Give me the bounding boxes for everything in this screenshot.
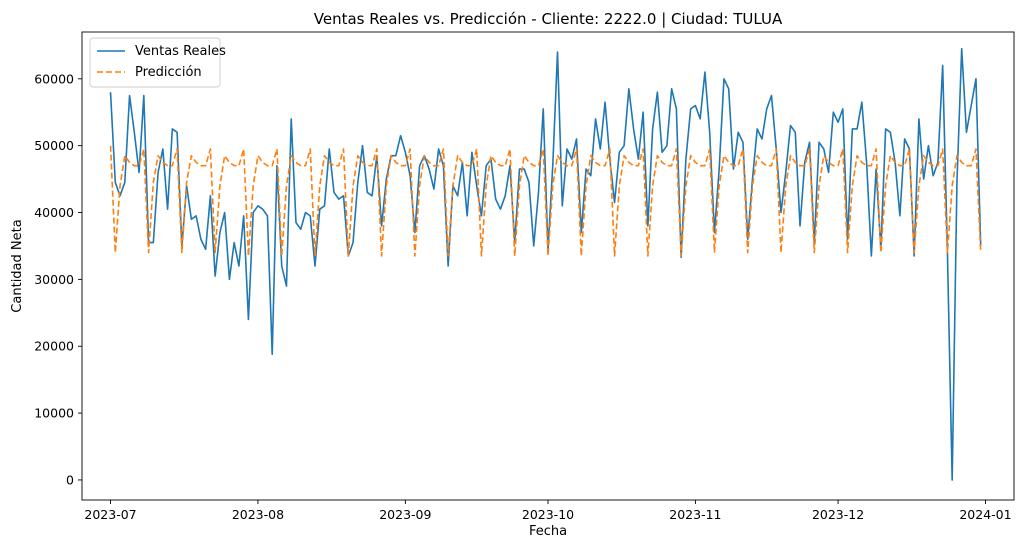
- y-tick-label: 30000: [34, 272, 74, 287]
- chart-title: Ventas Reales vs. Predicción - Cliente: …: [314, 10, 783, 28]
- y-tick-label: 20000: [34, 339, 74, 354]
- legend-label-ventas-reales: Ventas Reales: [135, 44, 226, 59]
- axes-frame: [81, 31, 1015, 501]
- y-tick-label: 40000: [34, 205, 74, 220]
- y-tick-label: 0: [66, 472, 74, 487]
- x-axis: 2023-07 2023-08 2023-09 2023-10 2023-11 2023-…: [84, 500, 1012, 522]
- x-tick-label: 2023-07: [84, 507, 136, 522]
- series-line-prediccion: [109, 145, 982, 257]
- y-tick-label: 10000: [34, 406, 74, 421]
- x-tick-label: 2023-10: [522, 507, 574, 522]
- x-tick-label: 2024-01: [959, 507, 1011, 522]
- x-tick-label: 2023-11: [669, 507, 721, 522]
- plot-area: [109, 47, 982, 481]
- x-axis-label: Fecha: [529, 524, 567, 539]
- y-axis-label: Cantidad Neta: [10, 219, 25, 312]
- y-axis: 0 10000 20000 30000 40000 50000 60000: [34, 71, 82, 487]
- y-tick-label: 60000: [34, 71, 74, 86]
- legend-label-prediccion: Predicción: [135, 65, 202, 80]
- y-tick-label: 50000: [34, 138, 74, 153]
- x-tick-label: 2023-08: [232, 507, 284, 522]
- x-tick-label: 2023-12: [812, 507, 864, 522]
- legend: Ventas Reales Predicción: [89, 37, 226, 88]
- series-line-ventas-reales: [109, 47, 982, 481]
- x-tick-label: 2023-09: [379, 507, 431, 522]
